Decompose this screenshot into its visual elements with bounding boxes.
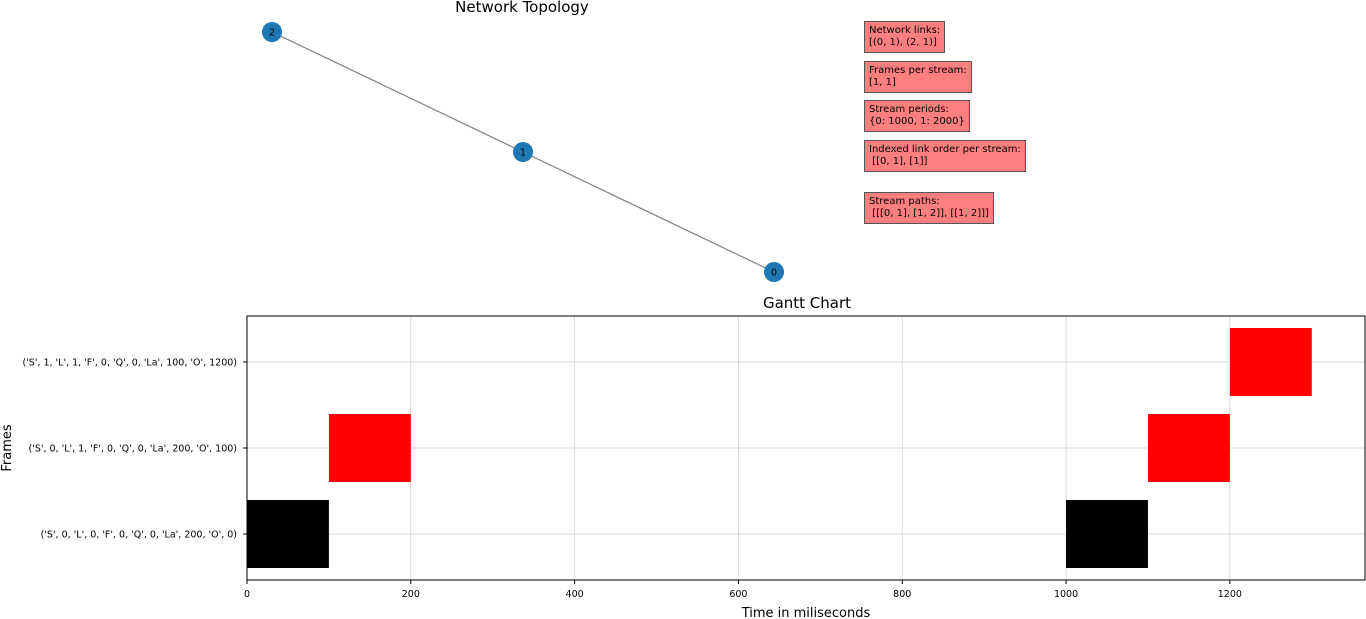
x-tick-label: 400	[566, 589, 584, 600]
gantt-bar	[1066, 500, 1148, 568]
info-box-link-order: Indexed link order per stream: [[0, 1], …	[864, 140, 1026, 172]
topology-edge-2-1	[271, 31, 524, 153]
bars	[247, 328, 1312, 568]
gantt-bar	[247, 500, 329, 568]
info-box-value: {0: 1000, 1: 2000}	[869, 116, 965, 127]
y-ticks: ('S', 0, 'L', 0, 'F', 0, 'Q', 0, 'La', 2…	[22, 358, 247, 541]
node-label: 2	[269, 28, 275, 39]
x-tick-label: 0	[244, 589, 250, 600]
info-box-stream-paths: Stream paths: [[[0, 1], [1, 2]], [[1, 2]…	[864, 192, 994, 224]
node-label: 1	[520, 148, 526, 159]
topology-node: 1	[513, 142, 533, 162]
x-tick-label: 600	[729, 589, 747, 600]
info-box-label: Indexed link order per stream:	[869, 144, 1021, 155]
info-box-label: Stream periods:	[869, 104, 949, 115]
x-tick-label: 800	[893, 589, 911, 600]
network-topology: Network Topology 2 1 0	[262, 0, 784, 282]
info-box-value: [1, 1]	[869, 77, 896, 88]
x-tick-label: 1000	[1054, 589, 1078, 600]
y-tick-label: ('S', 0, 'L', 0, 'F', 0, 'Q', 0, 'La', 2…	[41, 530, 237, 541]
gantt-chart: Gantt Chart 0 200 400 600 800 1000 1200 ('S', …	[0, 294, 1366, 619]
info-box-value: [(0, 1), (2, 1)]	[869, 37, 937, 48]
gantt-bar	[1229, 328, 1312, 396]
x-tick-label: 200	[402, 589, 420, 600]
info-box-label: Network links:	[869, 25, 941, 36]
x-axis-label: Time in miliseconds	[741, 606, 871, 619]
topology-edge-1-0	[522, 151, 775, 273]
x-tick-label: 1200	[1218, 589, 1242, 600]
y-tick-label: ('S', 0, 'L', 1, 'F', 0, 'Q', 0, 'La', 2…	[29, 444, 238, 455]
topology-node: 2	[262, 22, 282, 42]
info-box-stream-periods: Stream periods: {0: 1000, 1: 2000}	[864, 100, 970, 132]
topology-title: Network Topology	[455, 0, 589, 16]
info-box-value: [[0, 1], [1]]	[869, 156, 928, 167]
info-box-label: Frames per stream:	[869, 65, 967, 76]
node-label: 0	[771, 268, 777, 279]
gantt-bar	[1147, 414, 1230, 482]
info-box-value: [[[0, 1], [1, 2]], [[1, 2]]]	[869, 208, 989, 219]
info-box-label: Stream paths:	[869, 196, 940, 207]
y-axis-label: Frames	[0, 424, 15, 472]
info-box-network-links: Network links: [(0, 1), (2, 1)]	[864, 21, 946, 53]
x-ticks: 0 200 400 600 800 1000 1200	[244, 580, 1242, 600]
chart-title: Gantt Chart	[763, 294, 851, 312]
gantt-bar	[328, 414, 411, 482]
topology-node: 0	[764, 262, 784, 282]
y-tick-label: ('S', 1, 'L', 1, 'F', 0, 'Q', 0, 'La', 1…	[22, 358, 237, 369]
info-box-frames-per-stream: Frames per stream: [1, 1]	[864, 61, 972, 93]
